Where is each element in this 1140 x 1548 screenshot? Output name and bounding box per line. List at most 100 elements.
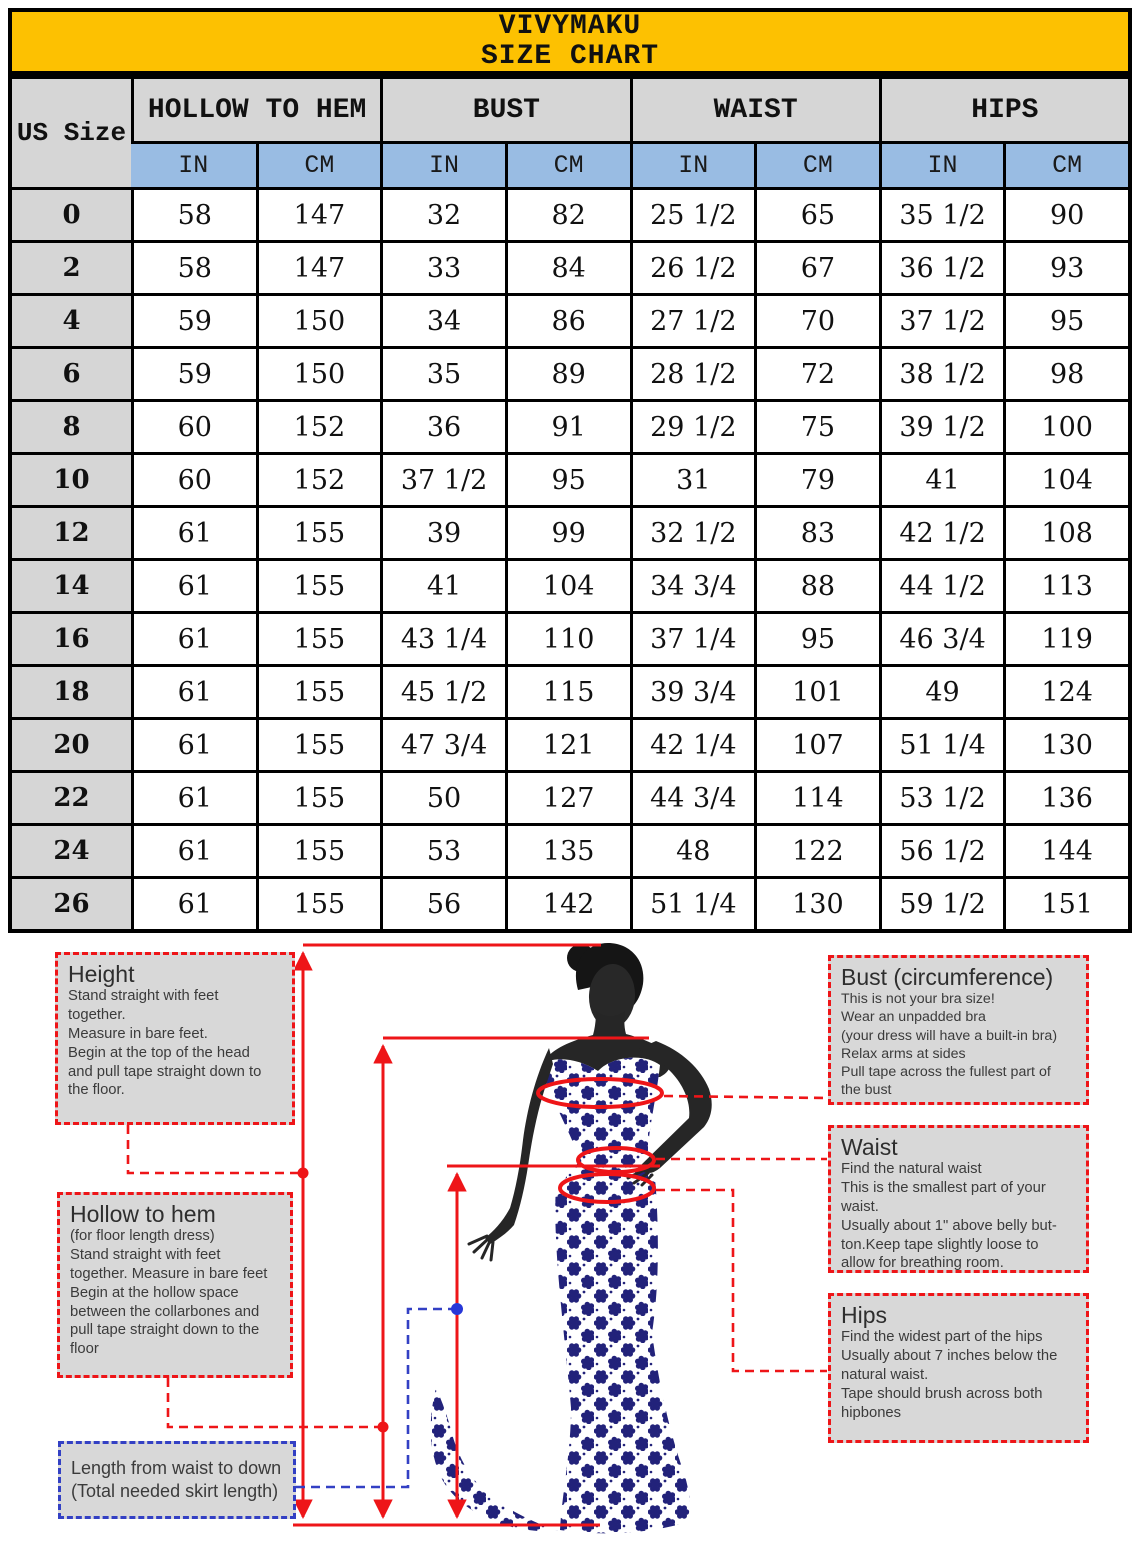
left-hand-fingers bbox=[467, 1234, 495, 1262]
us-size-cell: 0 bbox=[12, 187, 131, 240]
measurement-cell: 130 bbox=[1003, 717, 1128, 770]
measurement-cell: 152 bbox=[255, 399, 381, 452]
hollow-connector-dot bbox=[377, 1421, 389, 1433]
measurement-cell: 108 bbox=[1003, 505, 1128, 558]
hips-note-body: Find the widest part of the hips Usually… bbox=[841, 1329, 1058, 1421]
measurement-cell: 79 bbox=[754, 452, 879, 505]
bust-note-title: Bust (circumference) bbox=[841, 964, 1054, 990]
measurement-cell: 26 1/2 bbox=[629, 240, 755, 293]
measurement-cell: 60 bbox=[131, 399, 256, 452]
measurement-cell: 37 1/4 bbox=[629, 611, 755, 664]
measurement-cell: 36 1/2 bbox=[878, 240, 1004, 293]
measurement-cell: 95 bbox=[504, 452, 630, 505]
us-size-cell: 2 bbox=[12, 240, 131, 293]
measurement-cell: 39 3/4 bbox=[629, 664, 755, 717]
size-table-body: 0 58 147 32 82 25 1/2 65 35 1/2 90 2 58 147 33 84 26 1… bbox=[12, 187, 1128, 929]
hollow-to-hem-note-title: Hollow to hem bbox=[70, 1201, 216, 1227]
measurement-cell: 155 bbox=[255, 611, 381, 664]
measurement-cell: 58 bbox=[131, 240, 256, 293]
bust-note: Bust (circumference) This is not your br… bbox=[828, 955, 1089, 1105]
measurement-cell: 104 bbox=[1003, 452, 1128, 505]
waist-note: Waist Find the natural waist This is the… bbox=[828, 1125, 1089, 1273]
measurement-cell: 124 bbox=[1003, 664, 1128, 717]
us-size-cell: 24 bbox=[12, 823, 131, 876]
col-group-hollow-to-hem: HOLLOW TO HEM bbox=[131, 79, 381, 141]
unit-header: CM bbox=[754, 141, 879, 187]
measurement-cell: 61 bbox=[131, 664, 256, 717]
measurement-cell: 42 1/4 bbox=[629, 717, 755, 770]
measurement-cell: 147 bbox=[255, 187, 381, 240]
measurement-cell: 110 bbox=[504, 611, 630, 664]
measurement-cell: 61 bbox=[131, 611, 256, 664]
measurement-cell: 47 3/4 bbox=[380, 717, 505, 770]
measurement-cell: 60 bbox=[131, 452, 256, 505]
measurement-cell: 147 bbox=[255, 240, 381, 293]
measurement-cell: 46 3/4 bbox=[878, 611, 1004, 664]
col-group-hips: HIPS bbox=[878, 79, 1128, 141]
us-size-cell: 8 bbox=[12, 399, 131, 452]
brand-name: VIVYMAKU bbox=[498, 10, 642, 42]
measurement-cell: 32 bbox=[380, 187, 505, 240]
measurement-cell: 121 bbox=[504, 717, 630, 770]
measurement-cell: 86 bbox=[504, 293, 630, 346]
dress-train bbox=[430, 1388, 558, 1532]
size-table: US Size HOLLOW TO HEM BUST WAIST HIPS IN… bbox=[8, 75, 1132, 933]
measurement-cell: 35 1/2 bbox=[878, 187, 1004, 240]
measurement-cell: 51 1/4 bbox=[629, 876, 755, 929]
col-group-waist: WAIST bbox=[629, 79, 879, 141]
bust-note-body: This is not your bra size! Wear an unpad… bbox=[841, 991, 1058, 1098]
measurement-cell: 114 bbox=[754, 770, 879, 823]
measurement-cell: 127 bbox=[504, 770, 630, 823]
measurement-cell: 99 bbox=[504, 505, 630, 558]
measurement-cell: 61 bbox=[131, 505, 256, 558]
measurement-cell: 29 1/2 bbox=[629, 399, 755, 452]
dress-body-pattern bbox=[540, 1057, 690, 1534]
unit-header-row: IN CM IN CM IN CM IN CM bbox=[12, 141, 1128, 187]
bust-measure-ellipse bbox=[536, 1077, 664, 1109]
measurement-cell: 61 bbox=[131, 876, 256, 929]
table-row: 24 61 155 53 135 48 122 56 1/2 144 bbox=[12, 823, 1128, 876]
unit-header: IN bbox=[878, 141, 1004, 187]
skirt-length-connector bbox=[296, 1307, 452, 1489]
measurement-cell: 75 bbox=[754, 399, 879, 452]
measurement-cell: 113 bbox=[1003, 558, 1128, 611]
measurement-cell: 53 bbox=[380, 823, 505, 876]
measurement-cell: 95 bbox=[1003, 293, 1128, 346]
hips-note-connector bbox=[656, 1188, 827, 1373]
table-row: 18 61 155 45 1/2 115 39 3/4 101 49 124 bbox=[12, 664, 1128, 717]
us-size-cell: 14 bbox=[12, 558, 131, 611]
measurement-cell: 39 1/2 bbox=[878, 399, 1004, 452]
table-row: 10 60 152 37 1/2 95 31 79 41 104 bbox=[12, 452, 1128, 505]
measurement-cell: 56 bbox=[380, 876, 505, 929]
hips-measure-ellipse bbox=[558, 1172, 656, 1204]
skirt-connector-dot bbox=[451, 1303, 463, 1315]
us-size-cell: 4 bbox=[12, 293, 131, 346]
measurement-cell: 36 bbox=[380, 399, 505, 452]
table-row: 2 58 147 33 84 26 1/2 67 36 1/2 93 bbox=[12, 240, 1128, 293]
measurement-cell: 41 bbox=[380, 558, 505, 611]
us-size-cell: 12 bbox=[12, 505, 131, 558]
us-size-cell: 18 bbox=[12, 664, 131, 717]
measurement-cell: 83 bbox=[754, 505, 879, 558]
title-band: VIVYMAKU SIZE CHART bbox=[8, 8, 1132, 75]
measurement-cell: 61 bbox=[131, 558, 256, 611]
unit-header: CM bbox=[1003, 141, 1128, 187]
waist-measure-ellipse bbox=[576, 1146, 656, 1174]
measurement-cell: 41 bbox=[878, 452, 1004, 505]
measurement-cell: 42 1/2 bbox=[878, 505, 1004, 558]
table-row: 0 58 147 32 82 25 1/2 65 35 1/2 90 bbox=[12, 187, 1128, 240]
page-title: SIZE CHART bbox=[480, 40, 660, 72]
measurement-cell: 152 bbox=[255, 452, 381, 505]
measurement-cell: 72 bbox=[754, 346, 879, 399]
measurement-cell: 151 bbox=[1003, 876, 1128, 929]
measurement-cell: 27 1/2 bbox=[629, 293, 755, 346]
measurement-cell: 101 bbox=[754, 664, 879, 717]
measurement-cell: 155 bbox=[255, 876, 381, 929]
measurement-cell: 155 bbox=[255, 823, 381, 876]
hollow-to-hem-note-body: (for floor length dress) Stand straight … bbox=[70, 1228, 268, 1358]
measurement-cell: 104 bbox=[504, 558, 630, 611]
measurement-cell: 56 1/2 bbox=[878, 823, 1004, 876]
unit-header: IN bbox=[131, 141, 256, 187]
measurement-figure-svg bbox=[126, 943, 828, 1534]
